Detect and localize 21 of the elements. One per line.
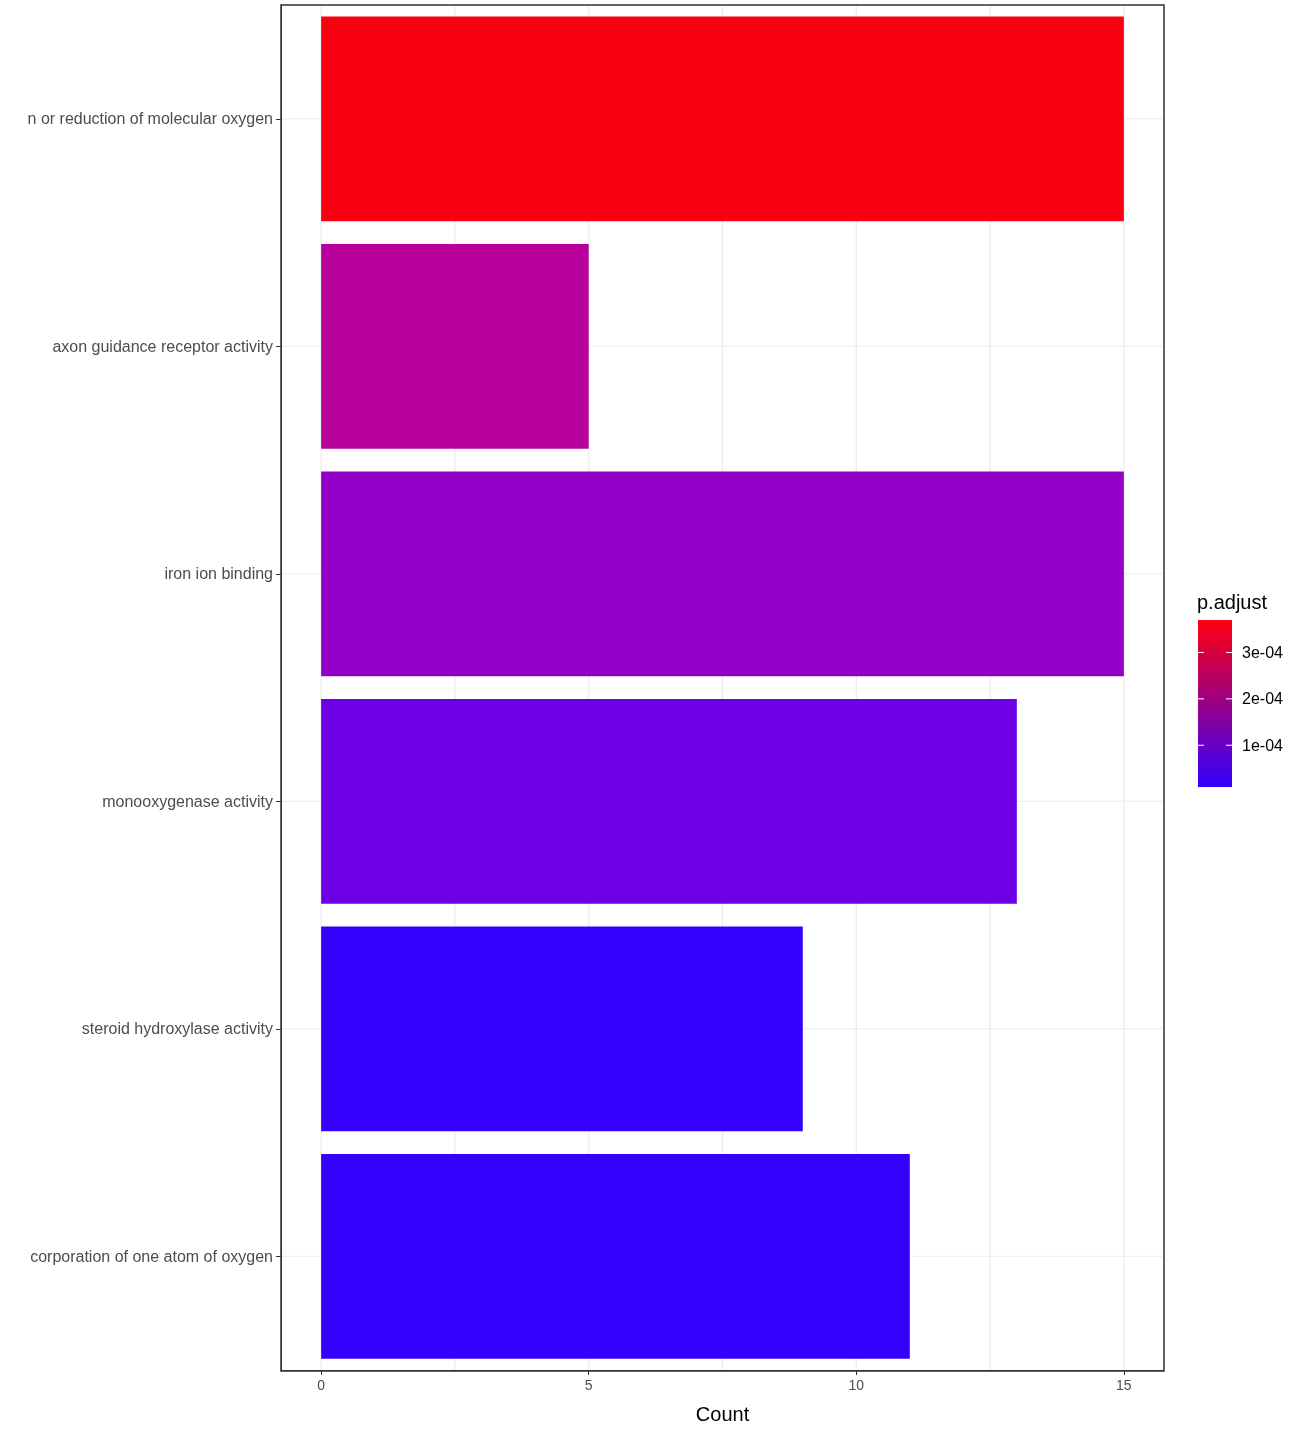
y-tick-label: axon guidance receptor activity (52, 337, 273, 355)
color-bar-label: 2e-04 (1242, 690, 1284, 708)
x-tick-label: 15 (1116, 1377, 1132, 1393)
x-tick-label: 5 (584, 1377, 593, 1393)
bar (321, 471, 1124, 677)
color-bar-label: 1e-04 (1242, 736, 1284, 754)
y-tick-label: corporation of one atom of oxygen (30, 1247, 273, 1265)
y-tick-label: steroid hydroxylase activity (81, 1020, 273, 1038)
bar (321, 243, 589, 449)
x-axis-title: Count (695, 1403, 750, 1425)
y-tick-label: iron ion binding (164, 565, 273, 583)
y-tick-label: monooxygenase activity (102, 792, 273, 810)
bar (321, 1153, 910, 1359)
x-tick-label: 0 (317, 1377, 326, 1393)
bar (321, 926, 803, 1132)
x-tick-label: 10 (848, 1377, 865, 1393)
color-bar-label: 3e-04 (1242, 643, 1284, 661)
bar (321, 16, 1124, 222)
bar (321, 698, 1017, 904)
y-tick-label: n or reduction of molecular oxygen (27, 110, 273, 128)
color-bar-title: p.adjust (1197, 591, 1268, 613)
